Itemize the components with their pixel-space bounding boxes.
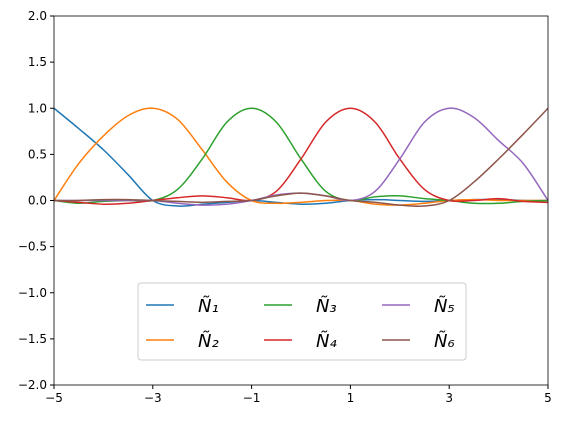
legend-label: Ñ₅ xyxy=(434,295,455,317)
legend: Ñ₁ Ñ₂ Ñ₃ Ñ₄ Ñ₅ Ñ₆ xyxy=(137,282,467,361)
series-line xyxy=(53,107,549,208)
x-tick-label: 3 xyxy=(445,391,453,405)
legend-label: Ñ₆ xyxy=(434,330,455,352)
series-line xyxy=(54,107,549,206)
x-tick-label: 5 xyxy=(544,391,552,405)
y-tick-label: −0.5 xyxy=(18,240,47,254)
legend-box xyxy=(137,282,467,361)
legend-label: Ñ₃ xyxy=(316,295,337,317)
legend-label: Ñ₂ xyxy=(198,330,219,352)
y-tick-label: −2.0 xyxy=(18,378,47,392)
y-tick-label: 0.5 xyxy=(28,147,47,161)
x-tick-label: −1 xyxy=(243,391,261,405)
y-tick-label: 2.0 xyxy=(28,9,47,23)
legend-label: Ñ₁ xyxy=(198,295,219,317)
x-tick-label: 1 xyxy=(347,391,355,405)
series-line xyxy=(53,107,549,205)
x-tick-label: −3 xyxy=(144,391,162,405)
plot-frame xyxy=(53,15,549,386)
y-tick-label: 0.0 xyxy=(28,194,47,208)
y-tick-label: 1.0 xyxy=(28,101,47,115)
y-tick-label: 1.5 xyxy=(28,55,47,69)
series-line xyxy=(53,107,549,207)
series-line xyxy=(53,107,549,205)
series-line xyxy=(53,107,548,206)
y-tick-label: −1.5 xyxy=(18,332,47,346)
legend-label: Ñ₄ xyxy=(316,330,337,352)
y-tick-label: −1.0 xyxy=(18,286,47,300)
x-tick-label: −5 xyxy=(45,391,63,405)
